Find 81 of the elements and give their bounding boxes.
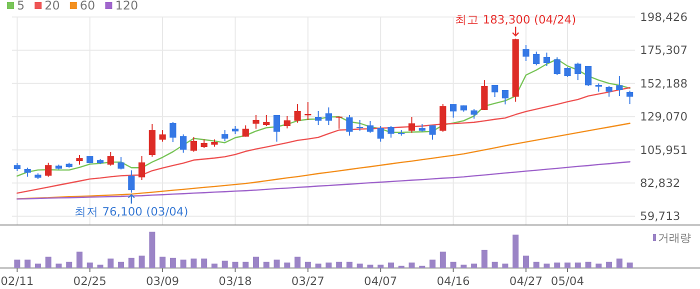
bar: [97, 264, 104, 268]
bar: [626, 262, 633, 268]
y-tick-label: 198,426: [640, 10, 688, 24]
bar: [596, 264, 602, 268]
bar: [190, 258, 197, 268]
bar: [211, 264, 218, 268]
bar: [544, 264, 550, 268]
bar: [118, 262, 124, 268]
y-tick-label: 59,713: [640, 209, 680, 224]
annotation: 최저 76,100 (03/04): [74, 204, 188, 219]
bar: [86, 262, 93, 268]
bar: [502, 264, 508, 268]
bar: [138, 256, 145, 268]
bar: [34, 264, 41, 268]
bar: [24, 260, 31, 268]
x-tick-label: 03/18: [218, 274, 252, 288]
bar: [574, 262, 581, 268]
bar: [481, 250, 488, 268]
bar: [149, 232, 156, 268]
bar: [232, 262, 238, 268]
bar: [45, 256, 52, 268]
x-tick-label: 05/04: [550, 274, 584, 288]
bar: [222, 260, 228, 268]
bar: [388, 262, 394, 268]
bar: [66, 262, 72, 268]
bar: [242, 262, 249, 268]
bar: [367, 264, 374, 268]
bar: [564, 262, 571, 268]
y-tick-label: 129,070: [640, 110, 688, 124]
bar: [170, 258, 176, 268]
x-tick-label: 03/27: [291, 274, 325, 288]
bar: [616, 258, 622, 268]
bar: [294, 256, 301, 268]
y-tick-label: 105,951: [640, 142, 688, 157]
legend-label: 60: [80, 0, 96, 12]
bar: [263, 262, 270, 268]
x-tick-label: 02/25: [73, 274, 106, 288]
x-tick-label: 04/07: [364, 274, 398, 288]
bar: [315, 264, 322, 268]
annotation: 최고 183,300 (04/24): [455, 12, 576, 27]
bar: [128, 258, 134, 268]
y-tick-label: 152,188: [640, 76, 688, 90]
legend-label: 거래량: [658, 232, 691, 244]
legend-label: 120: [115, 0, 138, 12]
bar: [512, 234, 519, 268]
bar: [440, 252, 446, 268]
bar: [284, 262, 290, 268]
bar: [522, 256, 529, 268]
bar: [56, 264, 62, 268]
x-tick-label: 02/11: [0, 274, 34, 288]
bar: [274, 260, 280, 268]
x-tick-label: 04/27: [509, 274, 543, 288]
y-tick-label: 175,307: [640, 43, 688, 58]
bar: [108, 258, 114, 268]
bar: [14, 260, 20, 268]
bar: [253, 256, 260, 268]
bar: [585, 262, 592, 268]
bar: [201, 258, 208, 268]
x-tick-label: 04/16: [436, 274, 470, 288]
bar: [346, 262, 352, 268]
bar: [533, 262, 540, 268]
bar: [304, 262, 311, 268]
bar: [336, 262, 342, 268]
bar: [180, 260, 186, 268]
bar: [408, 262, 415, 268]
bar: [160, 256, 166, 268]
bar: [378, 264, 384, 268]
bar: [326, 262, 332, 268]
bar: [554, 262, 560, 268]
bar: [606, 262, 612, 268]
y-tick-label: 82,832: [640, 176, 680, 190]
bar: [76, 252, 82, 268]
legend-label: 20: [44, 0, 60, 12]
legend-label: 5: [17, 0, 25, 12]
bar: [430, 260, 436, 268]
bar: [356, 264, 363, 268]
bar: [471, 264, 478, 268]
bar: [460, 264, 467, 268]
x-tick-label: 03/09: [146, 274, 180, 288]
bar: [492, 262, 498, 268]
bar: [450, 262, 456, 268]
